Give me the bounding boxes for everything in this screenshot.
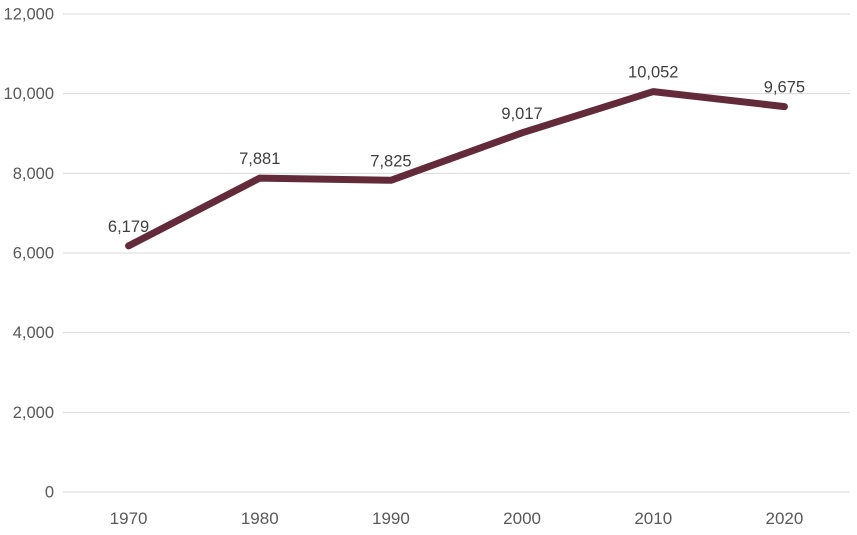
y-axis-tick-label: 0 (45, 484, 54, 502)
y-axis-tick-label: 2,000 (13, 404, 54, 422)
x-axis-tick-label: 2010 (634, 509, 672, 528)
data-point-label: 7,825 (370, 152, 411, 170)
data-point-label: 9,017 (501, 105, 542, 123)
data-point-label: 10,052 (628, 64, 678, 82)
y-axis-tick-label: 8,000 (13, 165, 54, 183)
data-point-label: 7,881 (239, 150, 280, 168)
y-axis-tick-label: 10,000 (4, 85, 54, 103)
y-axis-tick-label: 6,000 (13, 245, 54, 263)
x-axis-tick-label: 2000 (503, 509, 541, 528)
y-axis-tick-label: 4,000 (13, 324, 54, 342)
y-axis-tick-label: 12,000 (4, 6, 54, 24)
x-axis-tick-label: 2020 (766, 509, 804, 528)
data-point-label: 6,179 (108, 218, 149, 236)
series-line (125, 88, 788, 250)
x-axis-tick-label: 1980 (241, 509, 279, 528)
data-point-label: 9,675 (764, 79, 805, 97)
x-axis-tick-label: 1970 (110, 509, 148, 528)
x-axis-tick-label: 1990 (372, 509, 410, 528)
